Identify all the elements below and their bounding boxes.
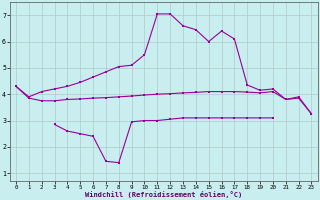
X-axis label: Windchill (Refroidissement éolien,°C): Windchill (Refroidissement éolien,°C) xyxy=(85,191,242,198)
